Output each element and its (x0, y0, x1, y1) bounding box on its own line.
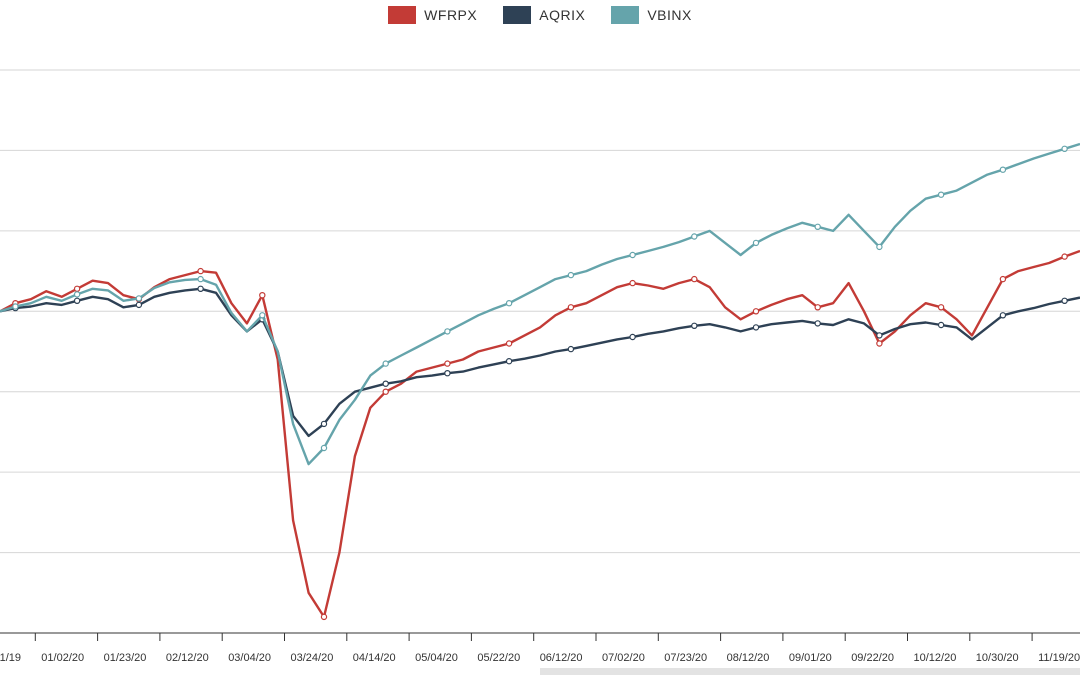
x-tick-label-17: 11/19/20 (1038, 652, 1080, 664)
legend-swatch-vbinx (611, 6, 640, 24)
series-point-aqrix-69 (1061, 297, 1068, 304)
x-tick-label-6: 04/14/20 (353, 652, 396, 664)
x-tick-label-3: 02/12/20 (166, 652, 209, 664)
series-point-vbinx-37 (567, 271, 575, 279)
x-tick-label-0: 12/11/19 (0, 652, 21, 664)
series-point-vbinx-69 (1061, 145, 1068, 152)
series-point-wfrpx-65 (999, 275, 1007, 283)
series-point-vbinx-41 (629, 251, 636, 259)
legend-swatch-wfrpx (388, 6, 417, 24)
series-point-aqrix-45 (691, 322, 698, 329)
legend-item-aqrix[interactable]: AQRIX (503, 6, 585, 24)
legend-swatch-aqrix (503, 6, 532, 24)
series-point-vbinx-53 (814, 223, 821, 230)
x-tick-label-11: 07/23/20 (664, 652, 707, 664)
x-tick-label-4: 03/04/20 (228, 652, 271, 664)
series-point-aqrix-49 (752, 324, 760, 331)
series-point-vbinx-33 (505, 300, 513, 307)
series-point-aqrix-13 (197, 285, 204, 292)
x-tick-label-1: 01/02/20 (41, 652, 84, 664)
series-point-vbinx-29 (444, 328, 451, 335)
series-point-aqrix-61 (937, 321, 945, 329)
series-point-wfrpx-37 (567, 304, 575, 311)
series-point-aqrix-21 (320, 420, 328, 428)
series-point-vbinx-9 (135, 295, 143, 302)
series-point-aqrix-53 (814, 320, 821, 327)
series-point-vbinx-17 (259, 312, 266, 319)
series-point-wfrpx-53 (814, 304, 821, 311)
series-point-wfrpx-5 (73, 285, 81, 292)
series-point-wfrpx-69 (1061, 253, 1068, 260)
series-point-aqrix-5 (73, 297, 81, 304)
x-tick-label-15: 10/12/20 (914, 652, 957, 664)
legend-label-aqrix: AQRIX (539, 7, 586, 23)
series-point-aqrix-37 (567, 345, 575, 353)
legend-label-vbinx: VBINX (647, 7, 692, 23)
horizontal-scrollbar[interactable] (540, 668, 1080, 675)
series-point-aqrix-9 (135, 301, 143, 309)
series-point-aqrix-41 (629, 333, 636, 341)
x-tick-label-2: 01/23/20 (104, 652, 147, 664)
series-point-vbinx-65 (999, 166, 1007, 173)
series-point-aqrix-65 (999, 312, 1007, 319)
series-point-vbinx-13 (197, 275, 204, 283)
series-point-vbinx-25 (382, 360, 389, 367)
legend-item-vbinx[interactable]: VBINX (611, 6, 692, 24)
series-point-aqrix-29 (444, 370, 451, 377)
series-point-vbinx-61 (937, 191, 945, 198)
x-tick-label-7: 05/04/20 (415, 652, 458, 664)
series-point-vbinx-49 (752, 239, 760, 247)
series-point-aqrix-57 (876, 332, 883, 339)
x-tick-label-8: 05/22/20 (477, 652, 520, 664)
x-tick-label-16: 10/30/20 (976, 652, 1019, 664)
x-tick-label-12: 08/12/20 (727, 652, 770, 664)
series-point-wfrpx-61 (937, 304, 945, 311)
series-line-aqrix (0, 287, 1080, 438)
legend: WFRPX AQRIX VBINX (0, 6, 1080, 24)
series-point-wfrpx-25 (382, 388, 389, 395)
series-point-vbinx-57 (876, 243, 883, 251)
series-point-vbinx-5 (73, 291, 81, 298)
series-point-wfrpx-29 (444, 360, 451, 367)
series-point-wfrpx-17 (259, 292, 266, 299)
x-tick-label-5: 03/24/20 (291, 652, 334, 664)
series-point-wfrpx-45 (691, 275, 698, 283)
x-tick-label-10: 07/02/20 (602, 652, 645, 664)
series-point-wfrpx-41 (629, 279, 636, 287)
series-point-aqrix-25 (382, 380, 389, 387)
series-point-wfrpx-33 (505, 340, 513, 347)
series-point-vbinx-45 (691, 233, 698, 240)
legend-item-wfrpx[interactable]: WFRPX (388, 6, 477, 24)
series-point-wfrpx-21 (320, 613, 328, 621)
series-point-wfrpx-49 (752, 308, 760, 315)
x-tick-label-9: 06/12/20 (540, 652, 583, 664)
x-tick-label-13: 09/01/20 (789, 652, 832, 664)
series-point-wfrpx-57 (876, 340, 883, 347)
series-point-vbinx-21 (320, 444, 328, 452)
legend-label-wfrpx: WFRPX (424, 7, 478, 23)
series-line-wfrpx (0, 249, 1080, 619)
x-tick-label-14: 09/22/20 (851, 652, 894, 664)
series-point-wfrpx-13 (197, 267, 204, 275)
series-point-aqrix-33 (505, 358, 513, 365)
series-point-vbinx-1 (12, 303, 19, 310)
series-line-vbinx (0, 142, 1080, 466)
